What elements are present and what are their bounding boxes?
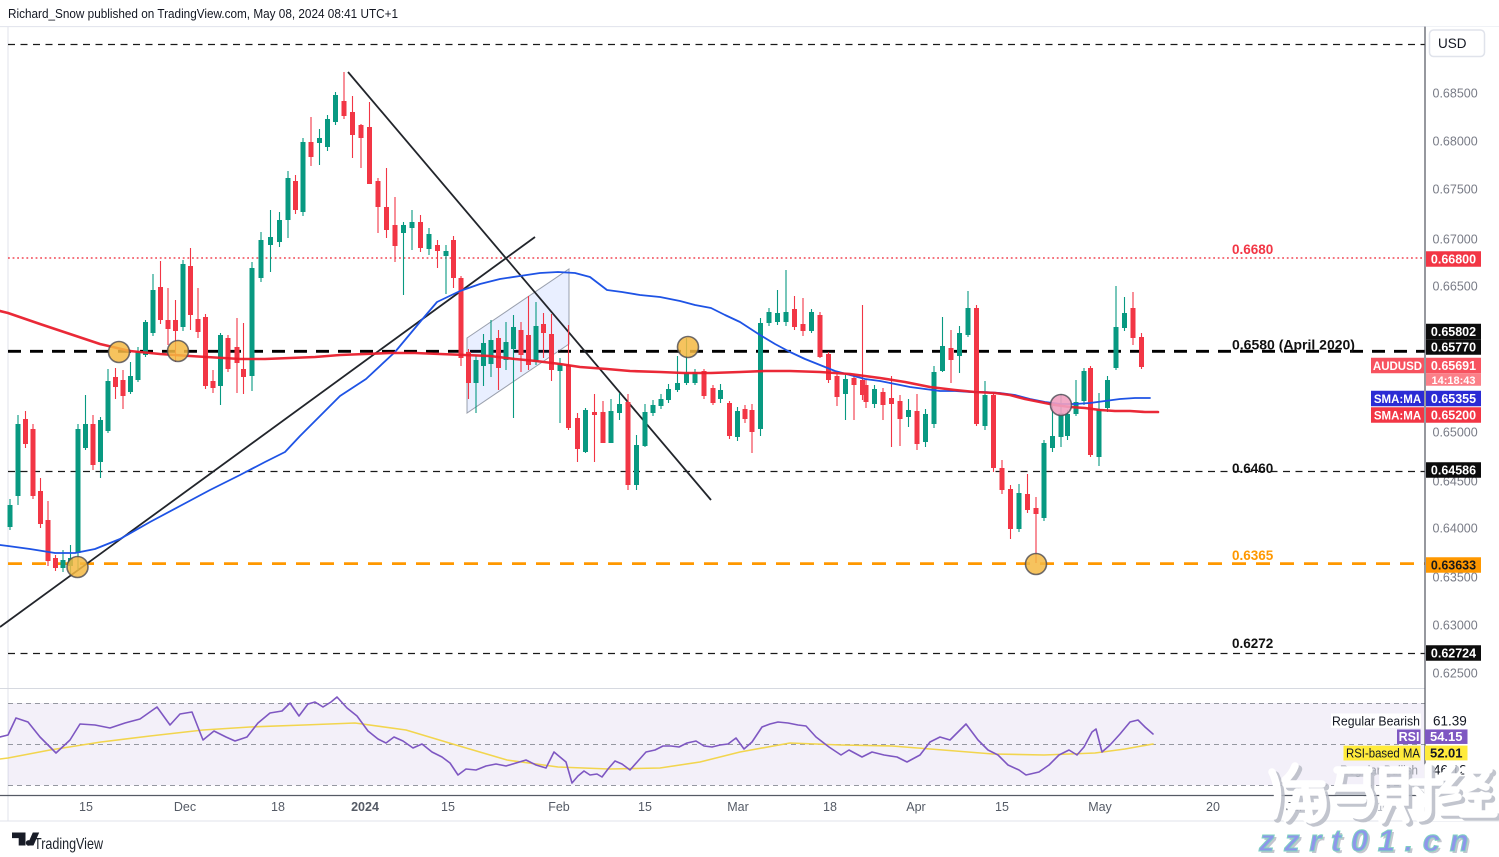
svg-text:Mar: Mar: [727, 800, 749, 814]
svg-text:0.63633: 0.63633: [1431, 558, 1476, 572]
svg-text:15: 15: [79, 800, 93, 814]
svg-text:0.62724: 0.62724: [1431, 646, 1476, 660]
svg-text:18: 18: [823, 800, 837, 814]
svg-text:18: 18: [271, 800, 285, 814]
svg-text:0.6460: 0.6460: [1232, 461, 1273, 476]
svg-text:USD: USD: [1438, 36, 1467, 51]
svg-text:54.15: 54.15: [1430, 729, 1463, 744]
svg-text:2024: 2024: [351, 800, 379, 814]
svg-text:RSI-based MA: RSI-based MA: [1346, 746, 1420, 761]
svg-text:Feb: Feb: [548, 800, 570, 814]
svg-text:0.67500: 0.67500: [1433, 183, 1478, 197]
svg-text:Apr: Apr: [906, 800, 925, 814]
svg-text:0.62500: 0.62500: [1433, 667, 1478, 681]
svg-text:0.65355: 0.65355: [1431, 392, 1476, 406]
svg-text:14:18:43: 14:18:43: [1431, 375, 1475, 387]
svg-text:0.6580 (April 2020): 0.6580 (April 2020): [1232, 337, 1355, 353]
svg-text:20: 20: [1206, 800, 1220, 814]
svg-text:z z r t 0 1 . c n: z z r t 0 1 . c n: [1260, 825, 1471, 857]
svg-text:0.6365: 0.6365: [1232, 548, 1274, 563]
svg-text:0.65802: 0.65802: [1431, 325, 1476, 339]
svg-text:0.66800: 0.66800: [1431, 252, 1476, 266]
svg-text:0.68500: 0.68500: [1433, 87, 1478, 101]
svg-text:0.6680: 0.6680: [1232, 242, 1273, 257]
svg-text:May: May: [1088, 800, 1112, 814]
svg-text:52.01: 52.01: [1430, 745, 1463, 760]
svg-text:15: 15: [441, 800, 455, 814]
svg-text:z z r t 0 1 . c n: z z r t 0 1 . c n: [1258, 823, 1469, 857]
svg-text:0.65000: 0.65000: [1433, 426, 1478, 440]
svg-text:0.65770: 0.65770: [1431, 340, 1476, 354]
svg-text:0.64000: 0.64000: [1433, 522, 1478, 536]
svg-text:0.67000: 0.67000: [1433, 233, 1478, 247]
svg-text:RSI: RSI: [1399, 730, 1420, 744]
svg-text:0.66500: 0.66500: [1433, 280, 1478, 294]
svg-text:15: 15: [638, 800, 652, 814]
svg-text:0.65200: 0.65200: [1431, 408, 1476, 422]
svg-text:Dec: Dec: [174, 800, 196, 814]
svg-text:Richard_Snow published on Trad: Richard_Snow published on TradingView.co…: [8, 6, 398, 21]
svg-text:0.65691: 0.65691: [1431, 359, 1476, 373]
svg-text:AUDUSD: AUDUSD: [1373, 361, 1422, 373]
svg-text:15: 15: [995, 800, 1009, 814]
svg-text:0.63500: 0.63500: [1433, 571, 1478, 585]
svg-text:0.64500: 0.64500: [1433, 475, 1478, 489]
svg-text:0.63000: 0.63000: [1433, 619, 1478, 633]
svg-text:SMA:MA: SMA:MA: [1374, 394, 1421, 406]
svg-text:SMA:MA: SMA:MA: [1374, 410, 1421, 422]
svg-text:Regular Bearish: Regular Bearish: [1332, 714, 1420, 729]
svg-text:TradingView: TradingView: [34, 836, 103, 853]
svg-text:0.6272: 0.6272: [1232, 636, 1273, 651]
svg-text:0.68000: 0.68000: [1433, 135, 1478, 149]
svg-text:0.64586: 0.64586: [1431, 463, 1476, 477]
svg-text:61.39: 61.39: [1433, 714, 1467, 729]
